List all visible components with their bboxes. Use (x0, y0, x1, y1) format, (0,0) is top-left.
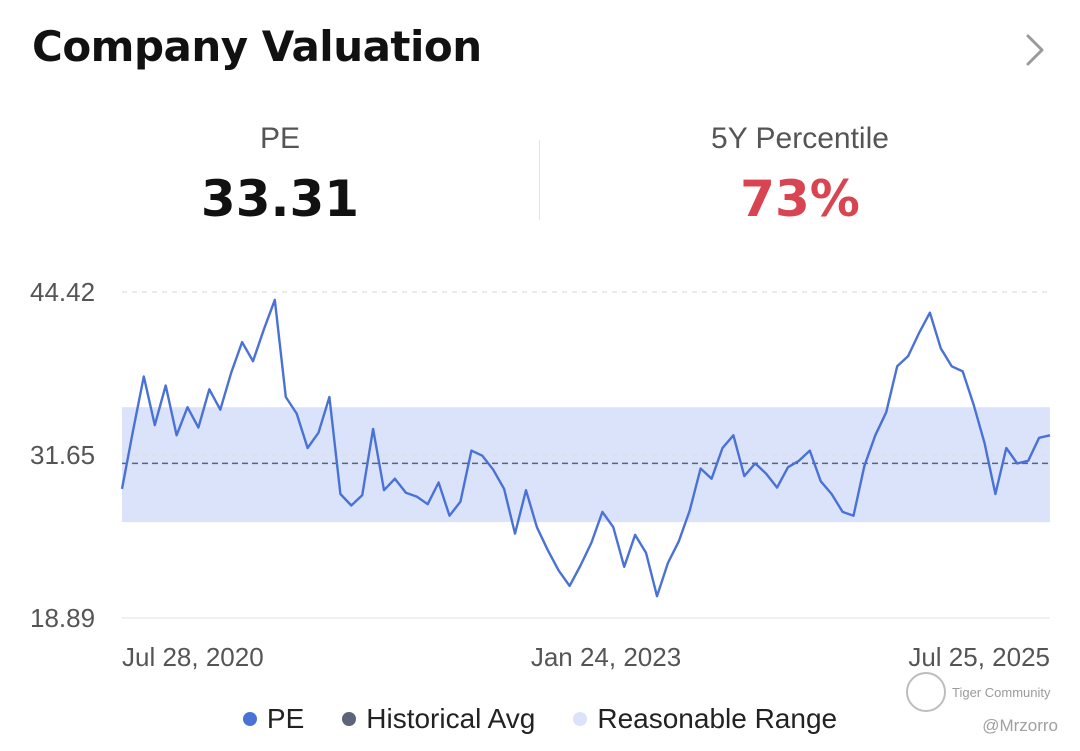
tiger-logo-icon (906, 672, 946, 712)
y-tick-label: 18.89 (30, 603, 95, 633)
legend-item-reasonable-range[interactable]: Reasonable Range (573, 703, 837, 735)
pe-value: 33.31 (200, 170, 360, 228)
legend-item-pe[interactable]: PE (242, 703, 305, 735)
card-header: Company Valuation (32, 22, 1048, 82)
chart-legend: PE Historical Avg Reasonable Range (0, 703, 1080, 735)
percentile-value: 73% (740, 170, 860, 228)
chevron-right-icon[interactable] (1020, 30, 1048, 70)
y-tick-label: 31.65 (30, 440, 95, 470)
y-tick-label: 44.42 (30, 277, 95, 307)
x-tick-label: Jul 25, 2025 (908, 642, 1050, 672)
watermark-brand: Tiger Community (952, 684, 1051, 700)
legend-dot-historical-avg (342, 712, 357, 726)
legend-label-pe: PE (266, 703, 305, 734)
metric-divider (539, 140, 540, 220)
reasonable-range-band (122, 407, 1050, 523)
pe-chart[interactable]: 44.42 31.65 18.89 Jul 28, 2020 Jan 24, 2023 J… (0, 270, 1080, 690)
watermark: Tiger Community (906, 672, 1050, 712)
legend-label-reasonable-range: Reasonable Range (597, 703, 838, 734)
pe-label: PE (259, 122, 301, 155)
card-title: Company Valuation (32, 22, 482, 71)
pe-series-line (120, 298, 1051, 598)
legend-item-historical-avg[interactable]: Historical Avg (342, 703, 535, 735)
watermark-handle: @Mrzorro (982, 716, 1058, 735)
pe-metric: PE 33.31 (80, 122, 480, 228)
percentile-label: 5Y Percentile (711, 122, 889, 155)
x-tick-label: Jan 24, 2023 (531, 642, 681, 672)
legend-dot-reasonable-range (573, 712, 588, 726)
legend-dot-pe (242, 712, 257, 726)
x-tick-label: Jul 28, 2020 (122, 642, 264, 672)
legend-label-historical-avg: Historical Avg (366, 703, 536, 734)
percentile-metric: 5Y Percentile 73% (600, 122, 1000, 228)
